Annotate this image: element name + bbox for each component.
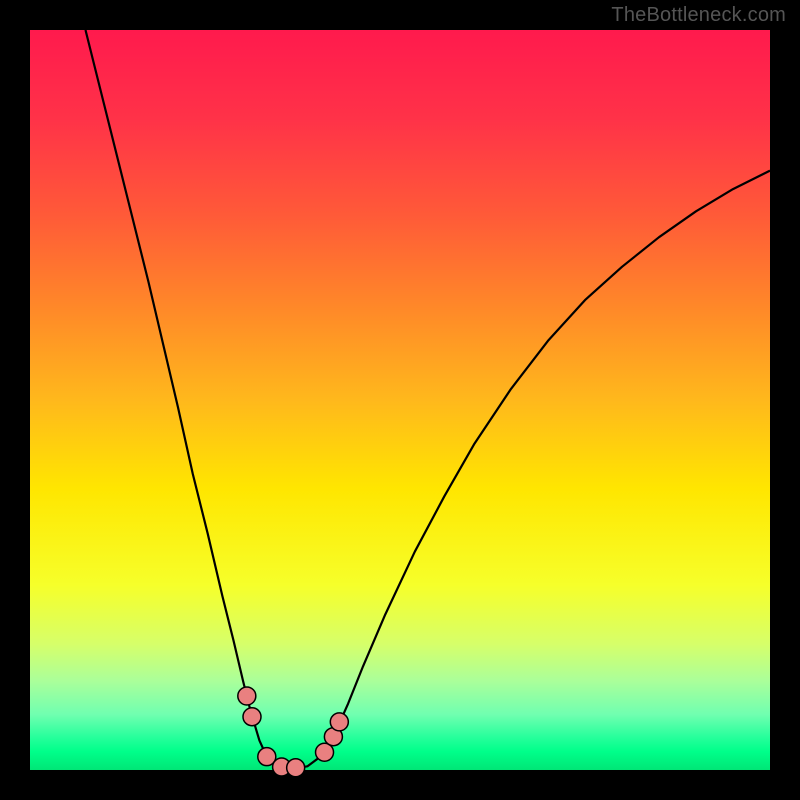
plot-background [30, 30, 770, 770]
data-marker [238, 687, 256, 705]
chart-container: TheBottleneck.com [0, 0, 800, 800]
data-marker [287, 759, 305, 777]
data-marker [330, 713, 348, 731]
watermark-text: TheBottleneck.com [611, 4, 786, 27]
data-marker [243, 708, 261, 726]
chart-svg [0, 0, 800, 800]
